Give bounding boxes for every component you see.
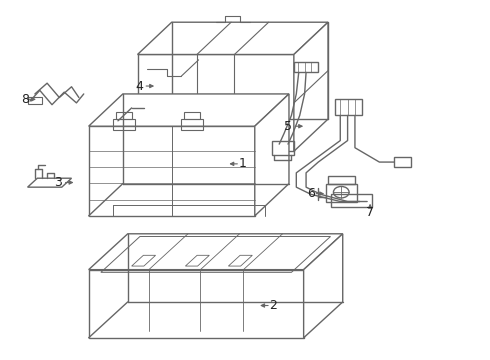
Text: 5: 5 [284, 120, 292, 133]
Polygon shape [304, 234, 343, 338]
Polygon shape [138, 54, 294, 151]
Text: 4: 4 [135, 80, 143, 93]
Text: 6: 6 [307, 187, 315, 200]
Text: 1: 1 [239, 157, 246, 170]
Polygon shape [89, 234, 343, 270]
Polygon shape [89, 94, 289, 126]
Polygon shape [89, 270, 304, 338]
Text: 8: 8 [21, 93, 29, 106]
Text: 3: 3 [54, 176, 62, 189]
Polygon shape [255, 94, 289, 216]
Polygon shape [294, 22, 328, 151]
Polygon shape [138, 22, 328, 54]
Text: 2: 2 [270, 299, 277, 312]
Text: 7: 7 [366, 206, 374, 219]
Polygon shape [89, 126, 255, 216]
